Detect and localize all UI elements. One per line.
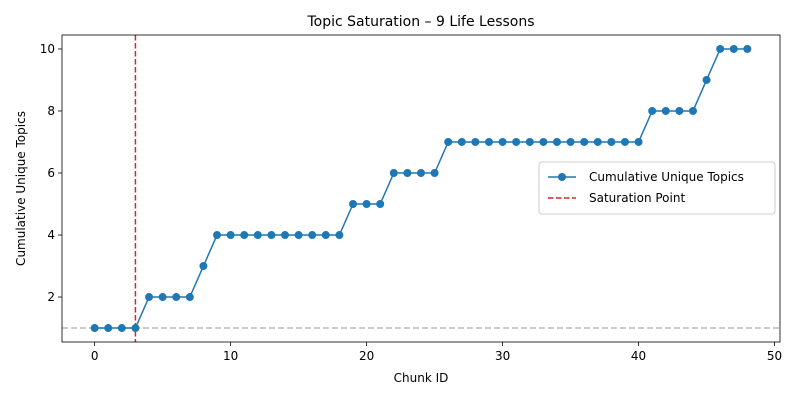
data-point — [512, 137, 521, 146]
data-point — [172, 293, 181, 302]
data-point — [743, 44, 752, 53]
data-point — [417, 168, 425, 177]
data-point — [117, 324, 126, 333]
data-point — [566, 137, 575, 146]
data-point — [308, 231, 317, 240]
data-point — [104, 324, 113, 333]
data-point — [729, 44, 738, 53]
legend: Cumulative Unique Topics Saturation Poin… — [538, 161, 776, 215]
data-point — [389, 168, 398, 177]
data-point — [661, 106, 670, 115]
data-point — [90, 324, 99, 333]
data-point — [702, 75, 711, 84]
data-point — [552, 137, 561, 146]
plot-area — [62, 35, 780, 342]
data-point — [688, 106, 697, 115]
data-point — [539, 137, 548, 146]
data-point — [267, 231, 276, 240]
data-point — [648, 106, 657, 115]
data-point — [185, 293, 194, 302]
x-tick-label: 0 — [91, 349, 99, 363]
y-tick-label: 2 — [47, 290, 55, 304]
data-point — [484, 137, 493, 146]
data-point — [349, 200, 358, 209]
axis-ticks: 0 10 20 30 40 50 2 4 6 8 10 — [40, 42, 782, 363]
data-point — [158, 293, 167, 302]
data-point — [634, 137, 643, 146]
data-point — [131, 324, 140, 333]
data-point — [335, 231, 344, 240]
legend-series-label: Cumulative Unique Topics — [589, 170, 744, 184]
data-point — [362, 200, 371, 209]
legend-saturation-label: Saturation Point — [589, 191, 685, 205]
x-tick-label: 50 — [767, 349, 782, 363]
legend-series-marker — [558, 173, 566, 181]
data-point — [294, 231, 303, 240]
x-tick-label: 30 — [495, 349, 510, 363]
data-point — [498, 137, 507, 146]
y-tick-label: 6 — [47, 166, 55, 180]
x-axis-label: Chunk ID — [394, 371, 449, 385]
data-point — [213, 231, 222, 240]
data-point — [675, 106, 684, 115]
chart-title: Topic Saturation – 9 Life Lessons — [306, 14, 534, 30]
data-point — [321, 231, 330, 240]
data-point — [403, 168, 412, 177]
data-point — [145, 293, 154, 302]
data-point — [607, 137, 616, 146]
data-point — [525, 137, 534, 146]
data-point — [199, 262, 208, 271]
data-point — [376, 200, 385, 209]
y-tick-label: 10 — [40, 42, 55, 56]
data-point — [716, 44, 725, 53]
data-point — [281, 231, 290, 240]
data-point — [593, 137, 602, 146]
data-point — [430, 168, 439, 177]
y-tick-label: 4 — [47, 228, 55, 242]
x-tick-label: 40 — [631, 349, 646, 363]
data-point — [226, 231, 235, 240]
data-point — [444, 137, 453, 146]
data-point — [471, 137, 480, 146]
y-axis-label: Cumulative Unique Topics — [14, 111, 28, 266]
data-point — [240, 231, 249, 240]
x-tick-label: 20 — [359, 349, 374, 363]
data-point — [580, 137, 589, 146]
y-tick-label: 8 — [47, 104, 55, 118]
x-tick-label: 10 — [223, 349, 238, 363]
data-point — [253, 231, 262, 240]
data-point — [620, 137, 629, 146]
data-point — [457, 137, 466, 146]
legend-box — [538, 161, 776, 215]
axes-frame — [61, 34, 781, 343]
